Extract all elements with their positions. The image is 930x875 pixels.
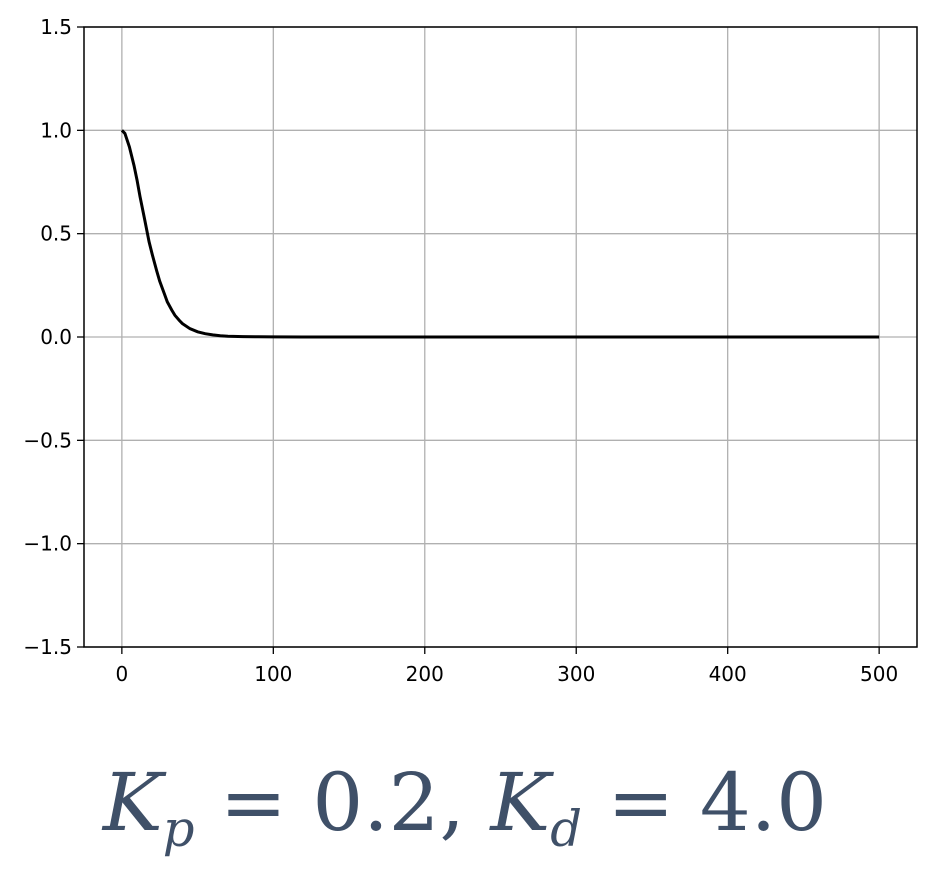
y-tick-label: −1.5 [23, 635, 72, 659]
x-tick-label: 100 [254, 662, 292, 686]
line-chart: 0 100 200 300 400 500 −1.5 −1.0 −0.5 0.0 0.5 1.0 1.5 [23, 15, 918, 686]
y-tick-label: 0.0 [40, 325, 72, 349]
x-tick-label: 300 [557, 662, 595, 686]
x-tick-label: 400 [709, 662, 747, 686]
kp-value: = 0.2, [194, 756, 491, 849]
response-line [120, 129, 880, 339]
kp-subscript: p [162, 799, 195, 858]
y-tick-label: 1.0 [40, 118, 72, 142]
series-layer [120, 129, 880, 339]
kd-symbol: K [490, 756, 551, 849]
kp-symbol: K [102, 756, 163, 849]
y-tick-label: −0.5 [23, 428, 72, 452]
y-tick-label: 0.5 [40, 222, 72, 246]
y-tick-label: −1.0 [23, 532, 72, 556]
kd-value: = 4.0 [581, 756, 828, 849]
y-tick-label: 1.5 [40, 15, 72, 39]
axis-ticks: 0 100 200 300 400 500 −1.5 −1.0 −0.5 0.0 0.5 1.0 1.5 [23, 15, 898, 686]
gain-caption: Kp = 0.2, Kd = 4.0 [0, 748, 930, 858]
kd-subscript: d [550, 799, 582, 858]
x-tick-label: 0 [115, 662, 128, 686]
x-tick-label: 500 [860, 662, 898, 686]
axes-frame [83, 26, 918, 648]
x-tick-label: 200 [406, 662, 444, 686]
